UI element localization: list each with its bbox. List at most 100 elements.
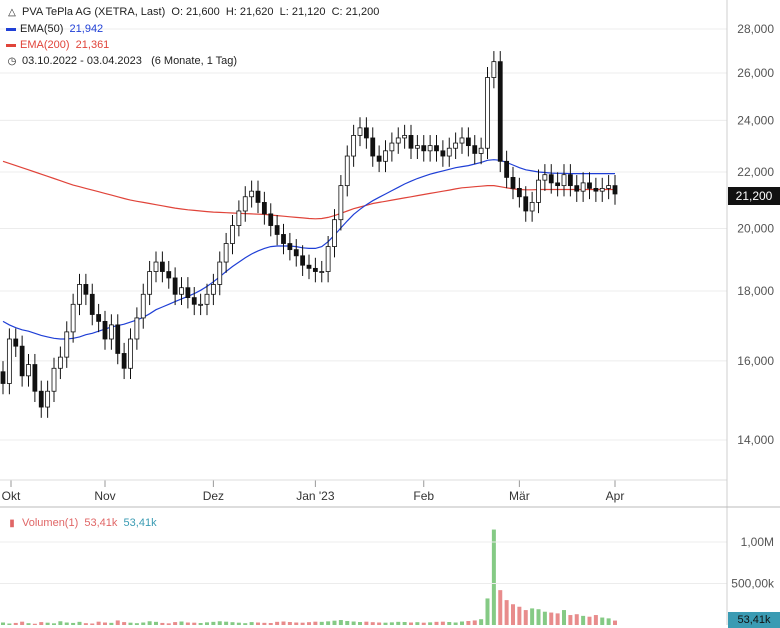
volume-bar	[198, 623, 203, 625]
candle-body	[376, 155, 382, 162]
volume-bar	[281, 621, 286, 625]
volume-bar	[32, 623, 37, 625]
volume-bar	[205, 622, 209, 625]
volume-bar	[307, 622, 311, 625]
candle-body	[453, 142, 459, 149]
volume-bar	[440, 621, 445, 625]
candle-body	[179, 287, 184, 295]
volume-bar	[581, 615, 586, 625]
volume-value-1: 53,41k	[84, 517, 118, 529]
candle-body	[306, 264, 312, 269]
price-tick-label: 22,000	[737, 165, 774, 179]
volume-bar	[58, 621, 63, 625]
candle-body	[485, 77, 490, 149]
candle-body	[427, 145, 433, 152]
candle-body	[153, 261, 159, 272]
volume-bar	[26, 623, 31, 625]
volume-bar	[249, 622, 254, 625]
price-tick-label: 24,000	[737, 113, 774, 127]
volume-bar	[166, 623, 171, 625]
candle-body	[96, 314, 102, 322]
volume-bar	[160, 622, 165, 625]
candle-body	[344, 155, 350, 187]
volume-bar	[128, 622, 133, 625]
price-axis: 14,000 16,000 18,000 20,000 22,000 24,000 26,0…	[737, 22, 774, 447]
time-tick-label: Feb	[413, 489, 434, 503]
candles	[0, 51, 618, 418]
volume-bar	[13, 622, 18, 625]
volume-bar	[224, 621, 229, 625]
ema200-label: EMA(200)	[20, 39, 70, 51]
candle-body	[472, 145, 478, 154]
last-price-tag: 21,200	[728, 187, 780, 205]
clock-icon: ◷	[7, 56, 17, 67]
candle-body	[172, 277, 178, 295]
candle-body	[191, 297, 197, 305]
candle-body	[389, 142, 395, 152]
volume-bar	[383, 622, 388, 625]
time-tick-label: Mär	[509, 489, 530, 503]
volume-label: Volumen(1)	[22, 517, 79, 529]
candle-body	[478, 147, 484, 154]
ema200-path	[2, 160, 615, 220]
candle-body	[140, 293, 146, 319]
time-tick-label: Nov	[94, 489, 115, 503]
volume-bar	[434, 621, 439, 625]
volume-bar	[351, 621, 356, 625]
volume-bar	[115, 620, 120, 625]
volume-bar	[593, 615, 598, 625]
candle-body	[166, 271, 172, 279]
ema50-legend[interactable]: EMA(50) 21,942	[6, 23, 103, 35]
volume-bar	[562, 610, 566, 625]
ema200-legend[interactable]: EMA(200) 21,361	[6, 39, 109, 51]
volume-bar	[447, 622, 452, 625]
price-tick-label: 28,000	[737, 22, 774, 36]
candle-body	[210, 284, 216, 295]
candle-body	[217, 261, 223, 285]
volume-bar	[338, 620, 343, 625]
price-tick-label: 18,000	[737, 284, 774, 298]
candle-body	[402, 135, 408, 139]
volume-bar	[568, 615, 573, 625]
candle-body	[198, 303, 204, 306]
candle-body	[434, 145, 439, 152]
volume-bar	[217, 621, 222, 625]
candle-body	[293, 249, 299, 257]
candle-body	[574, 185, 580, 192]
candle-body	[249, 190, 255, 198]
volume-bar	[109, 622, 114, 625]
candle-body	[370, 137, 376, 157]
volume-bar	[1, 622, 5, 625]
candle-body	[128, 338, 133, 369]
volume-bar	[52, 623, 56, 625]
range-detail: (6 Monate, 1 Tag)	[151, 55, 238, 67]
volume-bar	[542, 611, 547, 625]
volume-bar	[230, 622, 235, 625]
candle-body	[159, 261, 165, 272]
candle-body	[351, 135, 357, 157]
volume-bar	[491, 529, 496, 625]
volume-legend[interactable]: ▮ Volumen(1) 53,41k 53,41k	[6, 517, 156, 529]
volume-bar	[326, 621, 331, 625]
volume-bar	[421, 622, 426, 625]
ema50-line	[2, 159, 615, 340]
candle-body	[555, 182, 561, 187]
candle-body	[332, 219, 337, 247]
volume-bar	[549, 612, 554, 625]
candle-body	[255, 190, 261, 203]
candle-body	[70, 303, 76, 333]
candle-body	[465, 137, 471, 147]
volume-bar	[96, 621, 101, 625]
volume-bar	[530, 608, 535, 625]
candle-body	[108, 324, 114, 340]
candle-body	[236, 210, 242, 226]
candle-body	[510, 177, 516, 189]
volume-bar	[504, 600, 509, 625]
price-grid	[0, 28, 727, 441]
candle-body	[268, 213, 274, 226]
candle-body	[261, 202, 267, 215]
candle-body	[64, 331, 70, 358]
candle-body	[32, 364, 38, 392]
candle-body	[83, 284, 89, 295]
volume-bar	[192, 622, 197, 625]
